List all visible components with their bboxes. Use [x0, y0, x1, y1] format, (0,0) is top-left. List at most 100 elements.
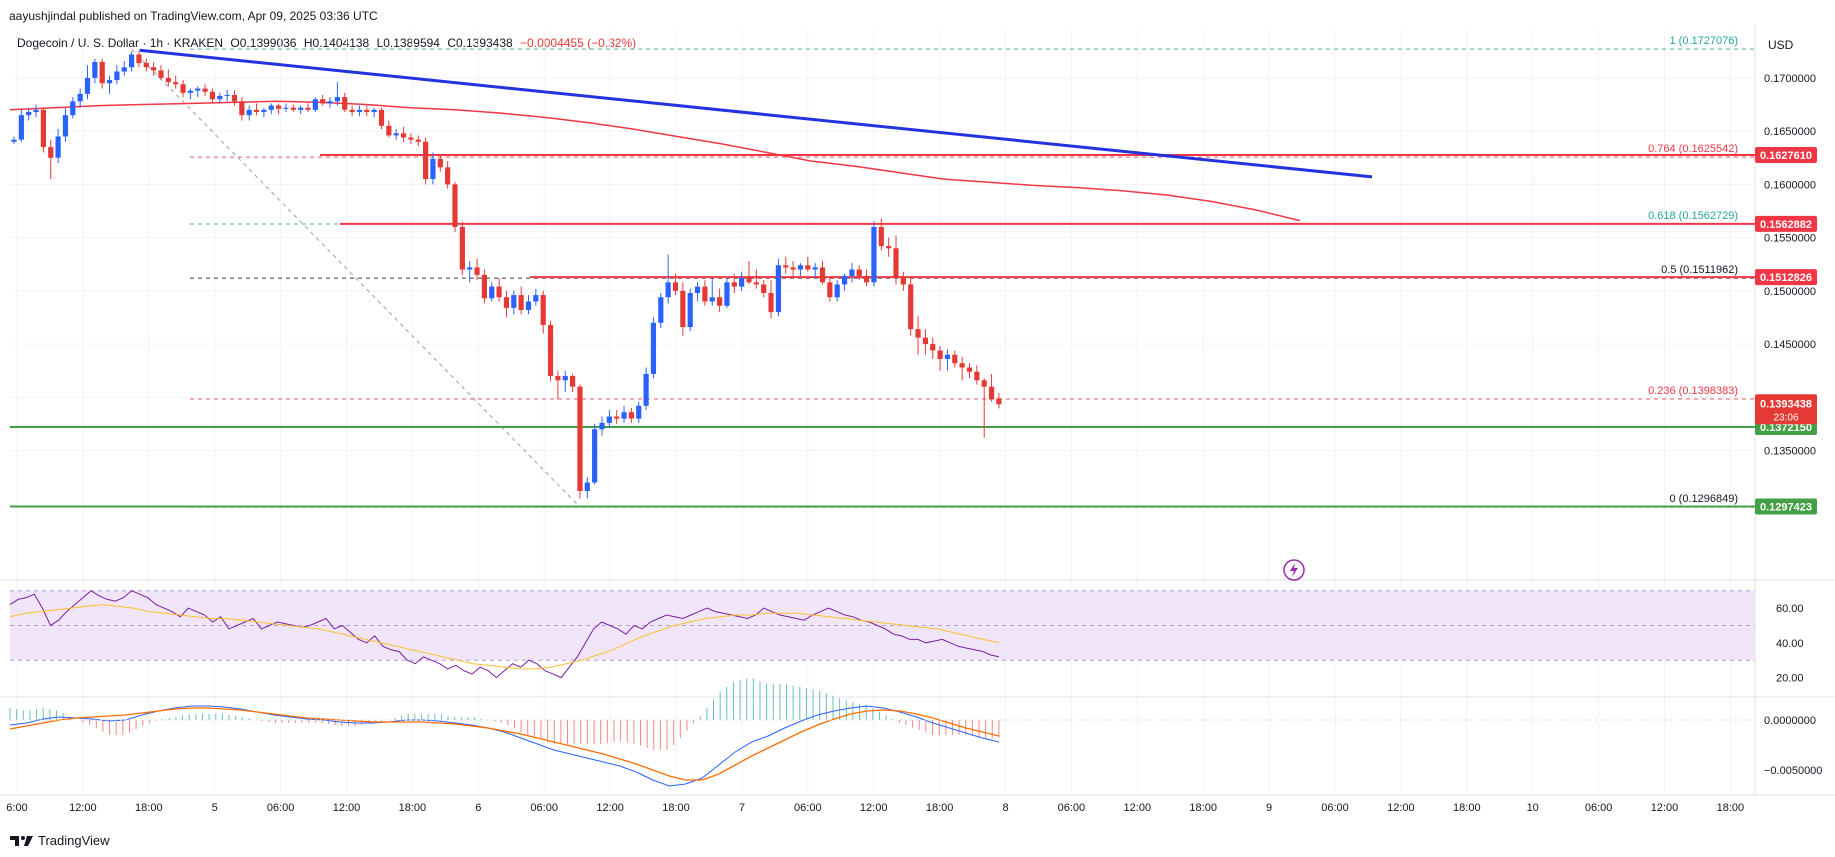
- candle-body: [356, 109, 363, 112]
- candle-body: [599, 422, 605, 430]
- candle-body: [753, 282, 759, 285]
- candle-body: [827, 282, 833, 298]
- candle-body: [62, 115, 69, 137]
- fib-level-label: 0.764 (0.1625542): [1648, 143, 1738, 155]
- candle-body: [746, 278, 752, 283]
- price-axis[interactable]: 0.1700000 0.1650000 0.1600000 0.1550000 0.15…: [1764, 73, 1822, 777]
- high-value: H0.1404138: [303, 36, 370, 50]
- signal-line: [9, 707, 1000, 781]
- candle-body: [305, 107, 311, 110]
- candle-body: [812, 267, 818, 270]
- macd-series: [9, 678, 1755, 787]
- candle-body: [893, 248, 899, 279]
- level-price-text: 0.1562882: [1760, 219, 1812, 231]
- rsi-tick-label: 20.00: [1776, 673, 1804, 685]
- candle-body: [930, 344, 936, 351]
- time-tick-label: 18:00: [662, 802, 690, 814]
- candle-body: [165, 77, 171, 83]
- candle-body: [621, 412, 627, 419]
- candle-body: [445, 167, 451, 185]
- candle-body: [937, 350, 943, 359]
- candle-body: [981, 380, 987, 387]
- candle-body: [614, 416, 620, 419]
- close-value: C0.1393438: [447, 36, 513, 50]
- trend-line[interactable]: [139, 48, 1373, 179]
- candle-body: [952, 354, 958, 364]
- tradingview-brand[interactable]: TradingView: [10, 833, 110, 848]
- candle-body: [797, 265, 804, 270]
- candle-body: [231, 94, 238, 102]
- candle-body: [393, 133, 399, 136]
- candle-body: [70, 101, 76, 116]
- candlestick-series: [11, 51, 1002, 499]
- level-price-text: 0.1512826: [1760, 272, 1812, 284]
- price-tick-label: 0.1600000: [1764, 179, 1816, 191]
- time-tick-label: 18:00: [135, 802, 163, 814]
- rsi-ma-line: [9, 604, 1000, 670]
- candle-body: [386, 125, 392, 136]
- candle-body: [856, 269, 862, 276]
- candle-body: [11, 139, 17, 142]
- candle-body: [467, 267, 473, 270]
- time-tick-label: 6:00: [6, 802, 27, 814]
- time-tick-label: 8: [1002, 802, 1008, 814]
- macd-tick-label: 0.0000000: [1764, 715, 1816, 727]
- candle-body: [452, 184, 458, 227]
- candle-body: [209, 91, 216, 100]
- candle-body: [298, 107, 304, 110]
- candle-body: [709, 297, 715, 302]
- candle-body: [474, 267, 480, 275]
- horizontal-levels[interactable]: [10, 153, 1755, 508]
- time-tick-label: 5: [212, 802, 218, 814]
- time-tick-label: 12:00: [596, 802, 624, 814]
- candle-body: [334, 97, 340, 102]
- candle-body: [503, 297, 510, 308]
- candle-body: [805, 265, 811, 270]
- candle-body: [731, 282, 737, 287]
- time-tick-label: 12:00: [1651, 802, 1679, 814]
- candle-body: [555, 376, 561, 381]
- price-tick-label: 0.1700000: [1764, 73, 1816, 85]
- currency-label[interactable]: USD: [1768, 38, 1794, 52]
- rsi-line: [9, 590, 1000, 679]
- ma-line: [9, 100, 1301, 222]
- symbol-title[interactable]: Dogecoin / U. S. Dollar · 1h · KRAKEN: [17, 36, 224, 50]
- candle-body: [592, 429, 598, 483]
- time-axis[interactable]: 6:00 12:00 18:00 5 06:00 12:00 18:00 6 06:00 12:0…: [6, 802, 1744, 814]
- candle-body: [320, 99, 326, 104]
- time-tick-label: 7: [739, 802, 745, 814]
- last-price-tag: [1755, 394, 1817, 425]
- candle-body: [724, 282, 730, 306]
- rsi-tick-label: 40.00: [1776, 638, 1804, 650]
- low-value: L0.1389594: [376, 36, 440, 50]
- level-price-text: 0.1372150: [1760, 422, 1812, 434]
- candle-body: [77, 93, 83, 102]
- macd-tick-label: −0.0050000: [1764, 765, 1822, 777]
- candle-body: [562, 376, 568, 381]
- price-tick-label: 0.1350000: [1764, 446, 1816, 458]
- candle-body: [364, 109, 370, 112]
- candle-body: [55, 136, 61, 158]
- change-value: −0.0004455 (−0.32%): [520, 36, 637, 50]
- candle-body: [761, 284, 767, 293]
- time-tick-label: 18:00: [1453, 802, 1481, 814]
- candle-body: [239, 101, 245, 116]
- rsi-tick-label: 60.00: [1776, 603, 1804, 615]
- level-price-tag: [1755, 215, 1817, 232]
- candle-body: [643, 373, 649, 406]
- price-tick-label: 0.1650000: [1764, 126, 1816, 138]
- candle-body: [158, 70, 164, 78]
- time-tick-label: 18:00: [399, 802, 427, 814]
- time-tick-label: 12:00: [1124, 802, 1152, 814]
- candle-body: [959, 363, 965, 368]
- candle-body: [121, 67, 127, 72]
- fib-level-label: 1 (0.1727076): [1670, 35, 1739, 47]
- candle-body: [790, 267, 796, 270]
- candle-body: [584, 482, 590, 491]
- macd-line: [9, 705, 1000, 787]
- candle-body: [525, 301, 532, 311]
- alert-icon[interactable]: [1283, 559, 1305, 581]
- candle-body: [459, 226, 465, 270]
- time-tick-label: 06:00: [1321, 802, 1349, 814]
